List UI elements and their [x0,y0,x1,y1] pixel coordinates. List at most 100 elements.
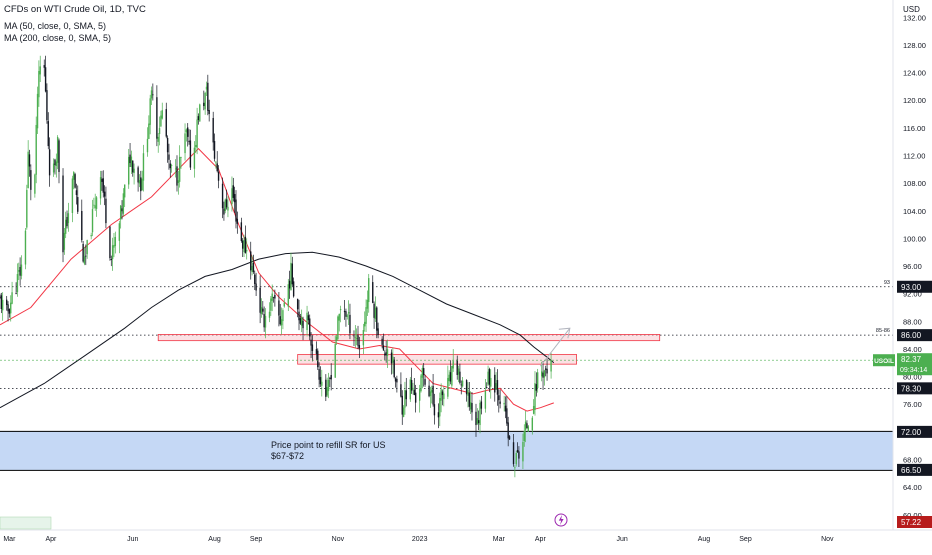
candle-body [123,184,126,198]
candle-body [302,320,304,329]
candle-body [439,398,441,417]
candle-body [16,274,19,293]
price-tag-text: 78.30 [901,384,922,393]
price-tick-label: 92.00 [903,290,922,299]
candle-body [44,67,47,92]
time-tick-label: Jun [617,536,628,543]
level-price-tag [897,425,932,438]
time-tick-label: Mar [3,536,16,543]
candle-body [67,213,70,224]
candle-body [184,133,186,154]
candle-body [146,138,149,153]
candle-body [459,371,461,383]
time-tick-label: Aug [698,536,711,543]
current-price-text: 82.37 [901,355,922,364]
candle-body [118,223,121,241]
candle-body [421,367,424,378]
candle-body [318,369,320,380]
candle-body [456,359,458,375]
resistance-zone-wide [157,334,661,342]
candle-body [327,380,330,392]
price-tag-text: 72.00 [901,428,922,437]
candle-body [73,172,75,180]
candle-body [119,205,122,220]
candle-body [216,163,218,172]
lightning-bolt-glyph [558,515,564,525]
candle-body [522,442,524,462]
candle-body [385,352,387,356]
current-price-tag [897,353,932,376]
candle-body [165,109,167,137]
candle-body [224,199,226,211]
price-tick-label: 84.00 [903,345,922,354]
volume-badge [0,516,52,530]
ma50-legend[interactable]: MA (50, close, 0, SMA, 5) [4,21,107,31]
time-axis[interactable]: Mar Apr Jun Aug Sep Nov 2023 Mar Apr Jun Aug Sep Nov [0,529,932,543]
candle-body [24,230,27,265]
price-tick-label: 64.00 [903,483,922,492]
candle-body [268,311,271,318]
candle-body [325,379,327,397]
candle-body [404,389,406,408]
candle-body [468,392,470,407]
candle-body [236,218,239,224]
price-axis[interactable]: USD 60.0064.0068.0072.0076.0080.0084.008… [892,0,926,530]
candle-body [187,127,189,137]
candle-body [365,307,367,324]
candle-body [532,406,535,414]
candle-body [82,243,84,262]
support-zone [0,431,893,470]
candle-body [188,140,190,143]
ma200-legend[interactable]: MA (200, close, 0, SMA, 5) [4,33,112,43]
time-tick-label: Nov [332,536,345,543]
candle-body [508,436,511,440]
candle-body [132,160,134,173]
candle-body [433,404,436,416]
candle-body [290,262,292,291]
candle-body [160,115,162,127]
candle-body [75,190,78,195]
ma200-layer [0,251,555,409]
price-tag-text: 57.22 [901,518,922,527]
candle-body [487,371,489,385]
price-tick-label: 80.00 [903,373,922,382]
price-tick-label: 104.00 [903,207,926,216]
projection-arrow[interactable] [539,327,571,367]
level-price-tag [897,463,932,476]
candle-body [122,193,125,214]
candle-body [282,310,284,322]
events-marker[interactable] [554,513,568,527]
level-price-tag [897,329,932,342]
symbol-legend[interactable]: CFDs on WTI Crude Oil, 1D, TVC [4,4,146,15]
candle-body [129,154,131,164]
candle-body [287,284,289,307]
candle-body [178,156,181,182]
candle-body [215,161,217,163]
candle-body [401,395,403,415]
candle-body [65,219,67,234]
candle-body [39,66,41,75]
candle-body [337,316,339,339]
candle-body [138,180,141,184]
candle-body [429,391,432,396]
time-tick-label: 2023 [412,536,428,543]
candle-body [516,450,519,453]
candle-body [447,377,449,397]
candle-body [232,185,235,198]
candle-body [484,390,487,409]
support-annotation-line2: $67-$72 [271,451,304,461]
candle-body [252,262,255,273]
ma50-line [0,147,554,412]
price-tick-label: 120.00 [903,96,926,105]
candle-body [346,315,348,317]
low-price-tag [897,516,932,528]
candle-body [121,208,123,212]
candle-body [241,240,244,249]
candle-body [142,153,145,181]
candle-body [161,110,163,119]
candle-body [244,236,247,253]
candle-body [330,374,332,380]
candle-body [477,420,480,424]
